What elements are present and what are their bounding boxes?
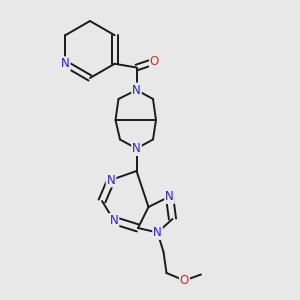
Text: N: N <box>153 226 162 239</box>
Text: N: N <box>61 57 70 70</box>
Text: N: N <box>132 142 141 155</box>
Text: O: O <box>150 55 159 68</box>
Text: N: N <box>110 214 118 227</box>
Text: O: O <box>180 274 189 287</box>
Text: N: N <box>132 83 141 97</box>
Text: N: N <box>165 190 174 203</box>
Text: N: N <box>106 173 116 187</box>
